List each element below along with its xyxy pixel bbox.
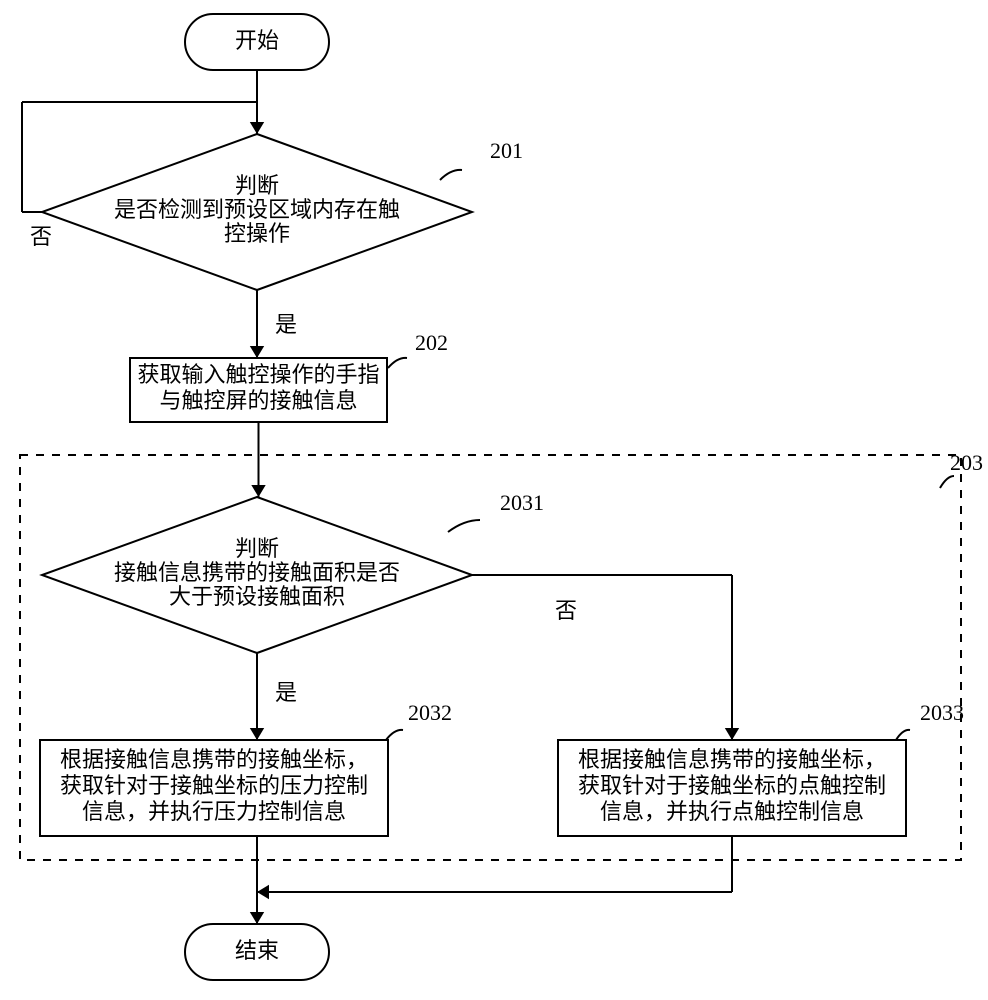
- edge-label-no2: 否: [555, 598, 577, 623]
- svg-text:获取针对于接触坐标的压力控制: 获取针对于接触坐标的压力控制: [60, 773, 368, 798]
- step-number-2031: 2031: [500, 490, 544, 515]
- edge-label-yes2: 是: [275, 680, 297, 705]
- svg-text:根据接触信息携带的接触坐标，: 根据接触信息携带的接触坐标，: [60, 747, 368, 772]
- svg-text:获取输入触控操作的手指: 获取输入触控操作的手指: [137, 362, 379, 387]
- step-number-2032: 2032: [408, 700, 452, 725]
- step-number-202: 202: [415, 330, 448, 355]
- svg-text:接触信息携带的接触面积是否: 接触信息携带的接触面积是否: [114, 560, 400, 585]
- flowchart-canvas: 开始结束判断是否检测到预设区域内存在触控操作判断接触信息携带的接触面积是否大于预…: [0, 0, 988, 1000]
- end-label: 结束: [235, 938, 279, 963]
- step-number-2033: 2033: [920, 700, 964, 725]
- start-label: 开始: [235, 28, 279, 53]
- svg-text:信息，并执行压力控制信息: 信息，并执行压力控制信息: [82, 799, 346, 824]
- svg-text:是否检测到预设区域内存在触: 是否检测到预设区域内存在触: [114, 197, 400, 222]
- svg-text:与触控屏的接触信息: 与触控屏的接触信息: [159, 388, 357, 413]
- svg-text:判断: 判断: [235, 536, 279, 561]
- svg-text:获取针对于接触坐标的点触控制: 获取针对于接触坐标的点触控制: [578, 773, 886, 798]
- svg-text:信息，并执行点触控制信息: 信息，并执行点触控制信息: [600, 799, 864, 824]
- svg-text:大于预设接触面积: 大于预设接触面积: [169, 584, 345, 609]
- svg-text:判断: 判断: [235, 173, 279, 198]
- svg-text:控操作: 控操作: [224, 221, 290, 246]
- step-number-201: 201: [490, 138, 523, 163]
- edge-label-yes1: 是: [275, 312, 297, 337]
- step-number-203: 203: [950, 450, 983, 475]
- svg-text:根据接触信息携带的接触坐标，: 根据接触信息携带的接触坐标，: [578, 747, 886, 772]
- edge-label-no1: 否: [30, 224, 52, 249]
